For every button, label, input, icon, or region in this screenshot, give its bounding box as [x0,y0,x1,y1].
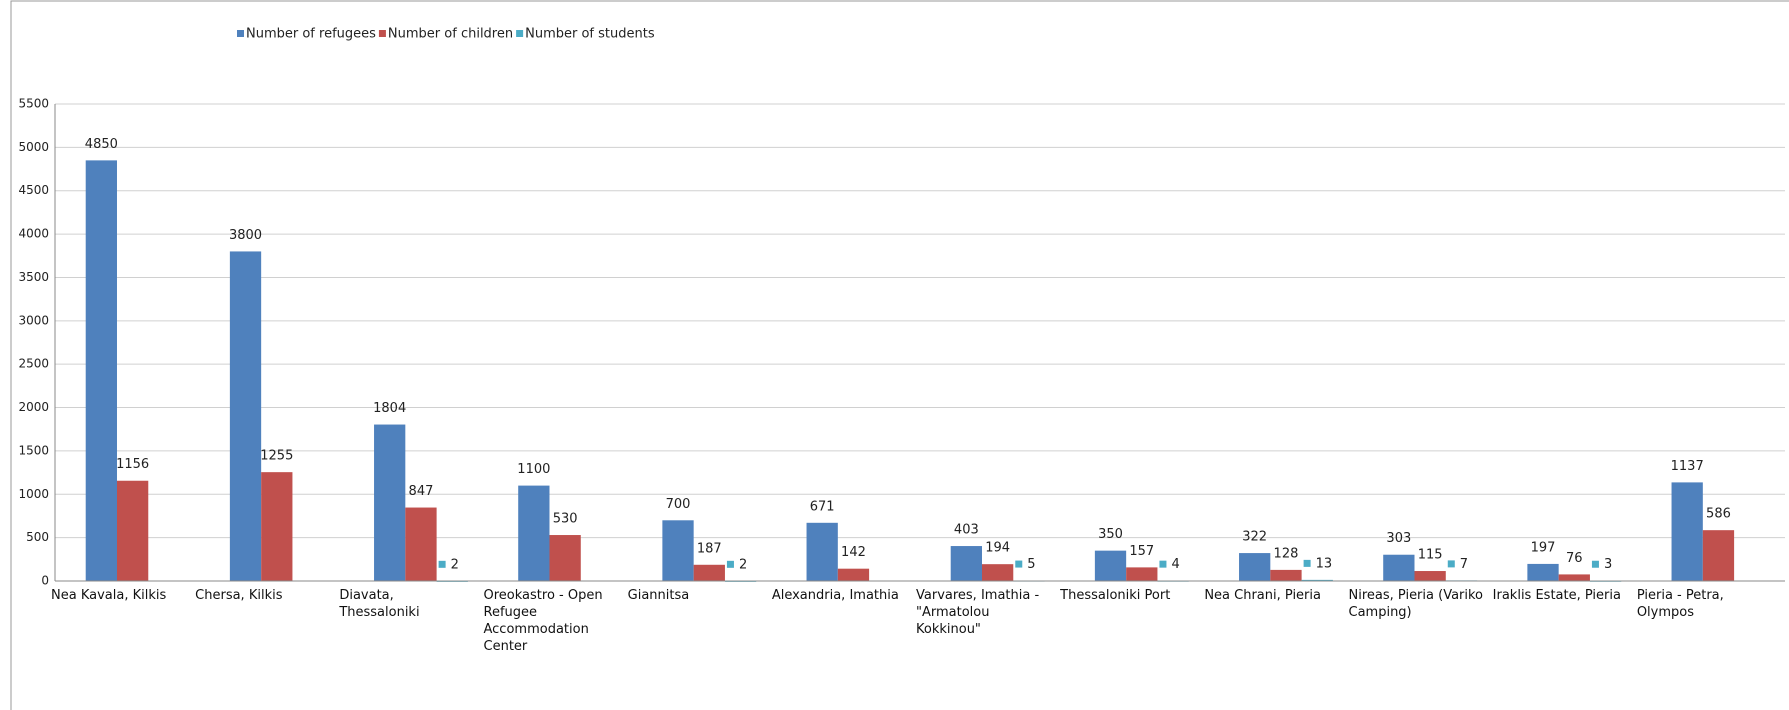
value-label: 13 [1316,556,1333,571]
value-label: 3800 [229,228,262,243]
x-tick-label: Varvares, Imathia - "Armatolou Kokkinou" [916,588,1040,637]
bar [837,568,870,581]
value-label: 1156 [116,457,149,472]
value-label: 586 [1706,507,1731,522]
x-tick-label: Thessaloniki Port [1060,588,1171,603]
x-tick-label: Nea Chrani, Pieria [1204,588,1321,603]
bar [1301,579,1333,581]
value-label: 4 [1171,557,1179,572]
y-tick-label: 3500 [18,270,49,284]
value-label: 847 [409,484,434,499]
y-tick-label: 1500 [18,443,49,457]
legend-swatch [378,30,386,37]
value-label: 4850 [85,137,118,152]
x-tick-label: Nireas, Pieria (Variko Camping) [1348,588,1484,620]
bar [1270,569,1302,581]
label-key [438,560,446,568]
value-label: 5 [1027,557,1035,572]
bar [1239,553,1271,581]
value-label: 194 [985,541,1010,556]
value-label: 2 [451,557,459,572]
x-tick-label: Giannitsa [627,588,690,603]
bar [374,424,406,581]
x-tick-label: Pieria - Petra, Olympos [1636,588,1724,620]
bar [1126,567,1158,581]
bar [85,160,117,581]
bar [1414,571,1446,581]
bar [806,522,838,581]
bar [1094,550,1127,581]
x-tick-label: Iraklis Estate, Pieria [1492,588,1621,603]
bar [116,480,149,581]
value-label: 350 [1098,527,1123,542]
bar [405,507,437,581]
y-tick-label: 3000 [18,313,49,327]
chart-border [10,0,1789,710]
value-label: 187 [697,541,722,556]
value-label: 2 [739,557,747,572]
bar [549,535,581,581]
legend-swatch [516,30,524,37]
value-label: 1255 [260,449,293,464]
legend-swatch [237,30,244,37]
value-label: 700 [666,497,691,512]
x-tick-label: Oreokastro - Open Refugee Accommodation … [483,588,603,654]
bar [950,546,982,581]
bar [1383,554,1415,581]
bar [261,472,293,581]
bar [1702,530,1735,581]
label-key [1303,559,1311,567]
label-key [1015,560,1023,568]
value-label: 7 [1460,557,1468,572]
value-label: 76 [1566,551,1583,566]
value-label: 1137 [1671,459,1704,474]
bar [693,564,725,581]
value-label: 1804 [373,401,406,416]
x-tick-label: Alexandria, Imathia [771,588,899,603]
legend-label: Number of refugees [246,27,376,42]
value-label: 128 [1274,546,1299,561]
label-key [1447,560,1455,568]
label-key [1159,560,1167,568]
bar [981,564,1014,581]
x-tick-label: Chersa, Kilkis [195,588,283,603]
y-tick-label: 4500 [18,183,49,197]
x-tick-label: Nea Kavala, Kilkis [51,588,167,603]
x-tick-label: Diavata, Thessaloniki [339,588,420,620]
value-label: 3 [1604,557,1612,572]
value-label: 115 [1418,548,1443,563]
value-label: 303 [1386,531,1411,546]
y-tick-label: 1000 [18,487,49,501]
bar [1671,482,1703,581]
legend-label: Number of students [525,27,655,42]
legend-label: Number of children [388,27,513,42]
y-tick-label: 2500 [18,357,49,371]
bar [1558,574,1590,581]
value-label: 197 [1531,540,1556,555]
y-tick-label: 4000 [18,227,49,241]
bar [1527,563,1559,581]
bar [518,485,550,581]
y-tick-label: 500 [26,530,49,544]
value-label: 530 [553,512,578,527]
value-label: 142 [841,545,866,560]
value-label: 322 [1242,530,1267,545]
y-tick-label: 0 [41,574,49,588]
bar [229,251,262,581]
bar [662,520,694,581]
value-label: 403 [954,523,979,538]
y-tick-label: 5000 [18,140,49,154]
value-label: 1100 [517,462,550,477]
value-label: 157 [1129,544,1154,559]
y-tick-label: 2000 [18,400,49,414]
label-key [1591,560,1599,568]
value-label: 671 [810,499,835,514]
y-tick-label: 5500 [18,97,49,111]
label-key [726,560,734,568]
